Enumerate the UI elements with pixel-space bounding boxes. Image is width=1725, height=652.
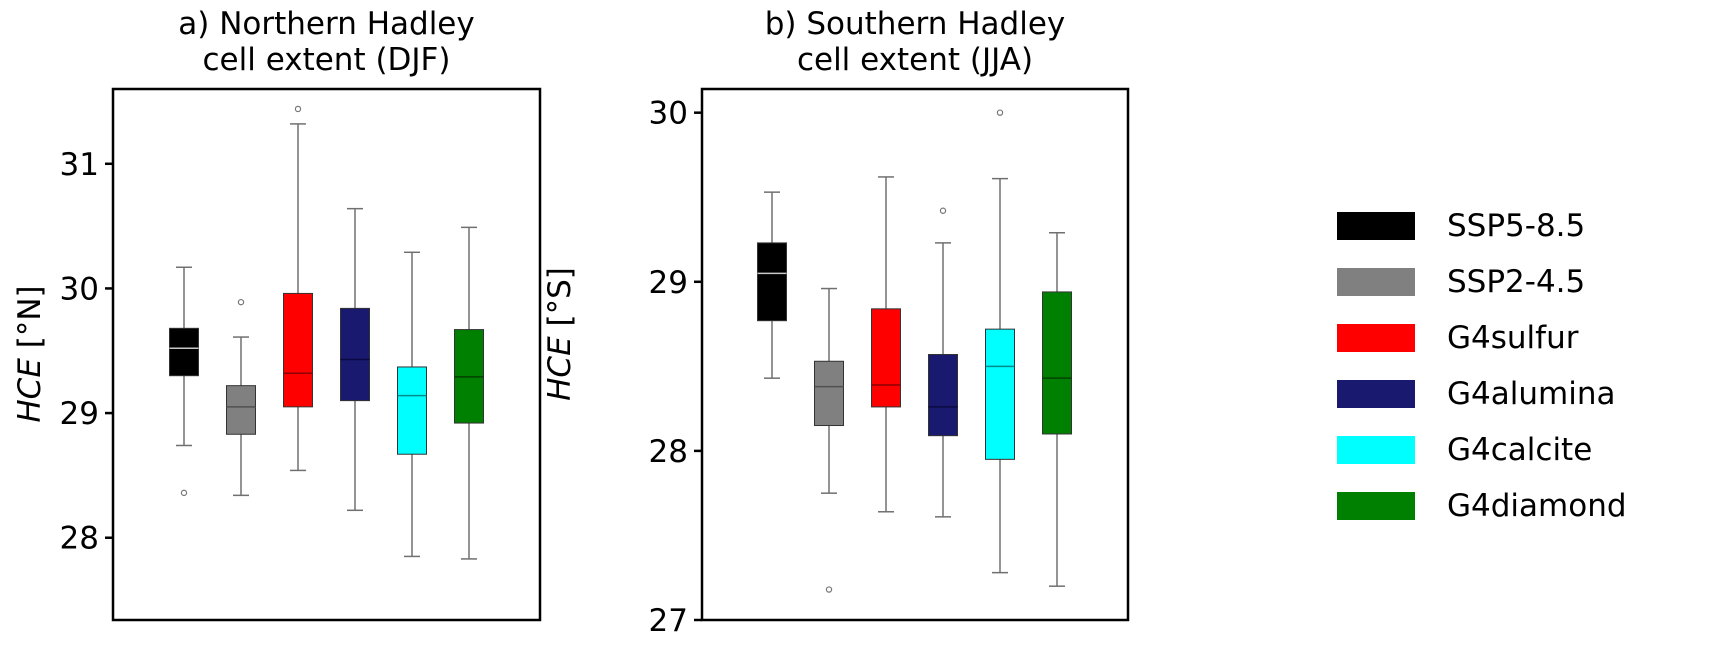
y-axis-label: HCE [°N] — [12, 285, 48, 422]
legend-label: SSP2-4.5 — [1447, 264, 1586, 300]
legend-swatch — [1337, 492, 1415, 520]
legend-swatch — [1337, 212, 1415, 240]
legend-label: G4diamond — [1447, 488, 1627, 524]
box-g4calcite — [397, 251, 427, 558]
box-ssp2-4.5 — [814, 287, 844, 593]
box-g4sulfur — [871, 176, 901, 513]
outlier-point — [825, 586, 833, 593]
box-g4diamond — [1042, 231, 1072, 587]
box-g4sulfur — [283, 105, 313, 472]
box-g4diamond — [454, 226, 484, 560]
legend-swatch — [1337, 268, 1415, 296]
y-tick-label: 27 — [649, 603, 688, 639]
legend-item: G4alumina — [1337, 366, 1627, 422]
outlier-point — [237, 298, 245, 306]
legend-label: G4alumina — [1447, 376, 1616, 412]
legend-label: G4calcite — [1447, 432, 1593, 468]
outlier-point — [996, 109, 1004, 116]
panel-b-title-line1: b) Southern Hadley — [764, 6, 1066, 42]
y-axis-label: HCE [°S] — [542, 267, 578, 401]
legend: SSP5-8.5 SSP2-4.5 G4sulfur G4alumina G4calci… — [1337, 198, 1627, 534]
axes-frame — [111, 87, 542, 622]
y-tick-label: 28 — [649, 434, 688, 470]
box-g4calcite — [985, 109, 1015, 574]
legend-swatch — [1337, 380, 1415, 408]
legend-label: G4sulfur — [1447, 320, 1579, 356]
legend-item: SSP5-8.5 — [1337, 198, 1627, 254]
outlier-point — [939, 207, 947, 214]
box-ssp5-8.5 — [169, 266, 199, 497]
panel-b-title: b) Southern Hadley cell extent (JJA) — [702, 6, 1128, 78]
box-g4alumina — [340, 207, 370, 512]
legend-label: SSP5-8.5 — [1447, 208, 1586, 244]
panel-a-title: a) Northern Hadley cell extent (DJF) — [113, 6, 540, 78]
panel-a-title-line2: cell extent (DJF) — [202, 42, 451, 78]
box-g4alumina — [928, 207, 958, 518]
y-tick-label: 28 — [60, 521, 99, 557]
panel-a-title-line1: a) Northern Hadley — [178, 6, 475, 42]
axes-frame — [700, 87, 1130, 622]
box-ssp2-4.5 — [226, 298, 256, 497]
y-tick-label: 31 — [60, 147, 99, 183]
legend-swatch — [1337, 324, 1415, 352]
y-tick-label: 30 — [649, 96, 688, 132]
y-tick-label: 29 — [60, 396, 99, 432]
legend-swatch — [1337, 436, 1415, 464]
outlier-point — [294, 105, 302, 113]
legend-item: G4calcite — [1337, 422, 1627, 478]
panel-b-boxplot: 27 28 29 30 HCE [°S] — [542, 87, 1130, 639]
y-tick-label: 30 — [60, 271, 99, 307]
outlier-point — [180, 489, 188, 497]
panel-a-boxplot: 28 29 30 31 HCE [°N] — [12, 87, 542, 622]
legend-item: SSP2-4.5 — [1337, 254, 1627, 310]
legend-item: G4sulfur — [1337, 310, 1627, 366]
box-ssp5-8.5 — [757, 191, 787, 379]
legend-item: G4diamond — [1337, 478, 1627, 534]
y-tick-label: 29 — [649, 265, 688, 301]
panel-b-title-line2: cell extent (JJA) — [796, 42, 1034, 78]
